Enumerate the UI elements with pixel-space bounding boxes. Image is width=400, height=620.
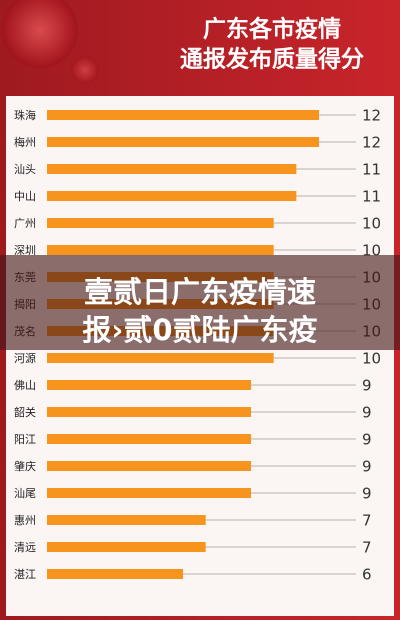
category-label: 清远: [14, 541, 36, 554]
bar: [47, 110, 319, 120]
value-label: 9: [362, 458, 372, 476]
bar: [47, 137, 319, 147]
overlay-text: 壹贰日广东疫情速: [84, 275, 316, 309]
category-label: 中山: [14, 190, 36, 203]
bar: [47, 164, 297, 174]
category-label: 梅州: [14, 135, 36, 149]
category-label: 佛山: [14, 379, 36, 392]
bar: [47, 380, 251, 390]
value-label: 9: [362, 377, 372, 395]
category-label: 汕头: [14, 163, 36, 176]
category-label: 阳江: [14, 433, 36, 446]
value-label: 7: [362, 512, 372, 530]
bar: [47, 488, 251, 498]
overlay-band: [0, 255, 400, 350]
bar: [47, 515, 206, 525]
category-label: 肇庆: [14, 459, 36, 473]
value-label: 11: [362, 188, 381, 206]
bar: [47, 542, 206, 552]
chart-title: 通报发布质量得分: [180, 46, 364, 73]
category-label: 韶关: [14, 405, 36, 419]
value-label: 12: [362, 107, 381, 125]
value-label: 9: [362, 404, 372, 422]
chart-title: 广东各市疫情: [203, 16, 341, 43]
value-label: 10: [362, 350, 381, 368]
bar: [47, 245, 274, 255]
virus-decoration: [71, 56, 99, 84]
bar: [47, 191, 297, 201]
value-label: 6: [362, 566, 372, 584]
value-label: 12: [362, 134, 381, 152]
category-label: 河源: [14, 351, 36, 365]
bar: [47, 407, 251, 417]
category-label: 湛江: [14, 568, 36, 581]
value-label: 7: [362, 539, 372, 557]
bar: [47, 461, 251, 471]
overlay-text: 报›贰0贰陆广东疫: [82, 313, 317, 347]
category-label: 深圳: [14, 244, 36, 257]
category-label: 珠海: [14, 108, 36, 122]
value-label: 10: [362, 215, 381, 233]
bar: [47, 434, 251, 444]
bar: [47, 218, 274, 228]
value-label: 9: [362, 485, 372, 503]
bar: [47, 569, 183, 579]
category-label: 惠州: [14, 513, 36, 527]
bar: [47, 353, 274, 363]
value-label: 9: [362, 431, 372, 449]
category-label: 广州: [14, 217, 36, 230]
category-label: 汕尾: [14, 487, 36, 500]
value-label: 11: [362, 161, 381, 179]
virus-decoration: [2, 0, 78, 68]
